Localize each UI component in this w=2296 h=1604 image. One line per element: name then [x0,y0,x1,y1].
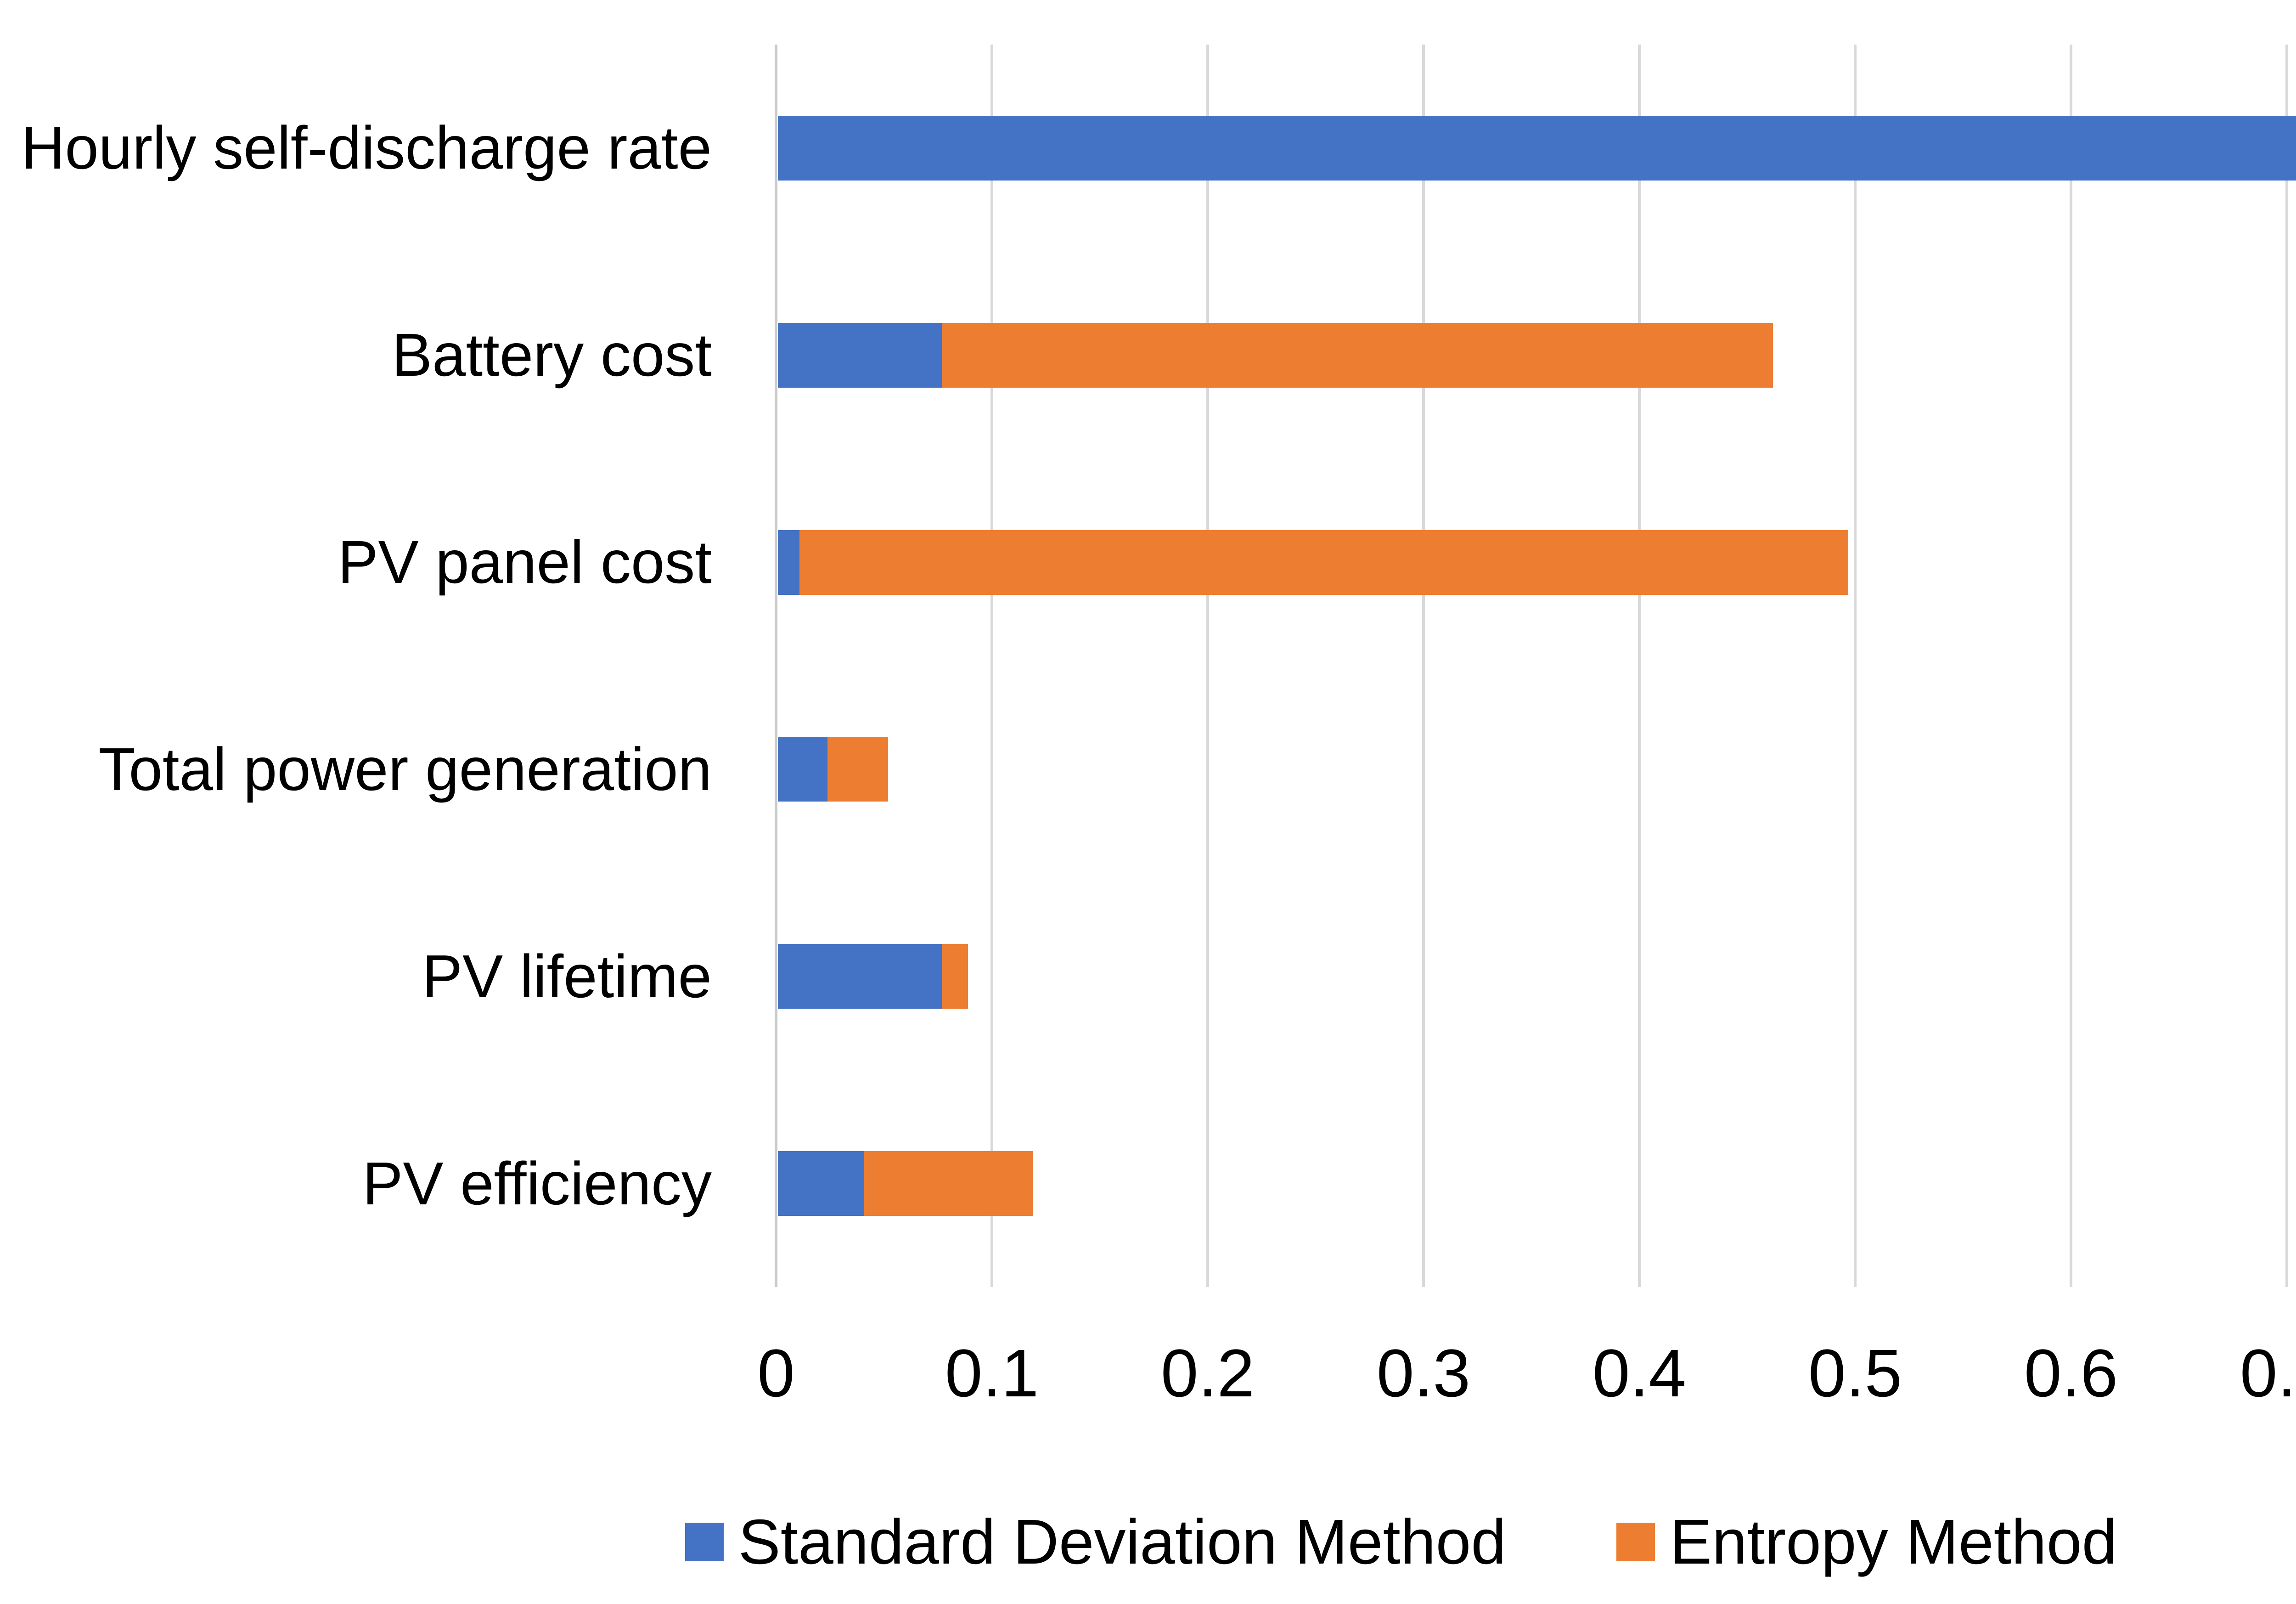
bar-pv-lifetime-standard-deviation-method [778,944,942,1009]
value-tick-label-4: 0.4 [1592,1336,1687,1411]
value-tick-label-6: 0.6 [2024,1336,2118,1411]
category-label-pv-panel-cost: PV panel cost [338,528,712,596]
gridline [1638,45,1641,1287]
value-axis-zero-line [775,45,777,1287]
legend-item-entropy-method: Entropy Method [1616,1503,2117,1581]
legend-swatch-entropy-method [1616,1523,1655,1561]
legend-label-entropy-method: Entropy Method [1670,1507,2117,1577]
category-label-pv-lifetime: PV lifetime [422,942,712,1010]
bar-hourly-self-discharge-rate-standard-deviation-method [778,115,2296,181]
value-tick-label-3: 0.3 [1376,1336,1471,1411]
bar-pv-panel-cost-entropy-method [799,530,1849,595]
gridline [1206,45,1209,1287]
gridline [2285,45,2288,1287]
bar-battery-cost-standard-deviation-method [778,322,942,388]
bar-battery-cost-entropy-method [942,322,1773,388]
value-tick-label-0: 0 [757,1336,795,1411]
bar-pv-panel-cost-standard-deviation-method [778,530,799,595]
gridline [990,45,993,1287]
gridline [2070,45,2072,1287]
category-label-hourly-self-discharge-rate: Hourly self-discharge rate [21,114,712,182]
category-label-total-power-generation: Total power generation [98,735,712,803]
bar-pv-lifetime-entropy-method [942,944,968,1009]
legend-label-standard-deviation-method: Standard Deviation Method [738,1507,1507,1577]
bar-total-power-generation-standard-deviation-method [778,737,828,802]
legend-item-standard-deviation-method: Standard Deviation Method [685,1503,1506,1581]
gridline [1854,45,1857,1287]
category-label-pv-efficiency: PV efficiency [362,1149,712,1217]
legend: Standard Deviation Method Entropy Method [0,1503,2296,1581]
legend-swatch-standard-deviation-method [685,1523,724,1561]
value-tick-label-5: 0.5 [1808,1336,1902,1411]
value-tick-label-7: 0.7 [2240,1336,2296,1411]
value-tick-label-2: 0.2 [1160,1336,1255,1411]
gridline [1422,45,1425,1287]
bar-pv-efficiency-standard-deviation-method [778,1151,864,1216]
bar-pv-efficiency-entropy-method [864,1151,1033,1216]
value-tick-label-1: 0.1 [945,1336,1039,1411]
category-label-battery-cost: Battery cost [392,321,712,389]
bar-total-power-generation-entropy-method [827,737,888,802]
